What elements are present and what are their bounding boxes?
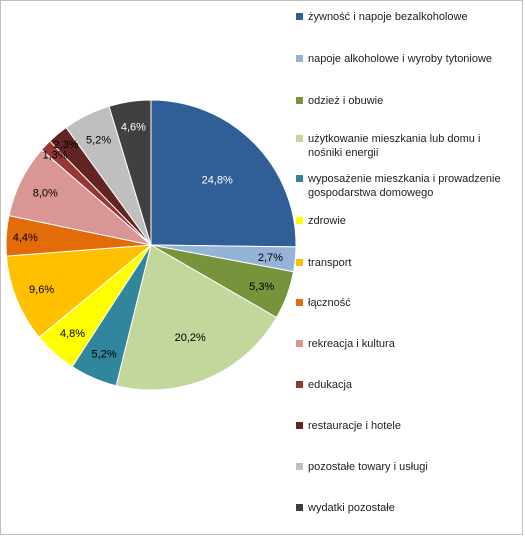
legend-item-4: użytkowanie mieszkania lub domu i nośniki… (296, 132, 522, 160)
legend-swatch (296, 55, 303, 62)
data-label-11: 2,3% (53, 139, 78, 151)
data-label-12: 5,2% (86, 134, 111, 146)
legend-item-8: łączność (296, 296, 522, 310)
data-label-10: 1,3% (42, 149, 67, 161)
legend-swatch (296, 135, 303, 142)
pie-slice-13 (108, 99, 152, 246)
legend-swatch (296, 463, 303, 470)
legend-label: transport (308, 257, 352, 269)
legend-item-10: edukacja (296, 378, 522, 392)
legend-label: łączność (308, 297, 351, 309)
legend-label: zdrowie (308, 215, 346, 227)
legend-item-11: restauracje i hotele (296, 419, 522, 433)
legend-swatch (296, 97, 303, 104)
legend-label: odzież i obuwie (308, 95, 384, 107)
legend-swatch (296, 259, 303, 266)
legend-swatch (296, 175, 303, 182)
legend-item-3: odzież i obuwie (296, 94, 522, 108)
legend-swatch (296, 299, 303, 306)
legend-swatch (296, 217, 303, 224)
legend-label: użytkowanie mieszkania lub domu i (308, 133, 481, 145)
legend-item-6: zdrowie (296, 214, 522, 228)
legend-item-13: wydatki pozostałe (296, 501, 522, 515)
legend-swatch (296, 381, 303, 388)
legend-swatch (296, 13, 303, 20)
legend-item-12: pozostałe towary i usługi (296, 460, 522, 474)
pie-slices (5, 99, 297, 391)
pie-slice-7 (5, 244, 153, 338)
legend-label: edukacja (308, 379, 353, 391)
legend-label: pozostałe towary i usługi (308, 461, 428, 473)
data-label-2: 2,7% (258, 252, 283, 264)
data-label-4: 20,2% (175, 332, 206, 344)
legend-swatch (296, 340, 303, 347)
legend-item-2: napoje alkoholowe i wyroby tytoniowe (296, 52, 522, 66)
data-label-9: 8,0% (33, 188, 58, 200)
legend-swatch (296, 504, 303, 511)
pie-data-labels: 24,8% 2,7% 5,3% 20,2% 5,2% 4,8% 9,6% 4,4% 8,0% 1,… (13, 121, 283, 360)
data-label-13: 4,6% (121, 121, 146, 133)
legend-label: żywność i napoje bezalkoholowe (308, 11, 468, 23)
legend-label: wyposażenie mieszkania i prowadzenie (308, 173, 501, 185)
pie-slice-1 (150, 99, 297, 248)
legend-label: restauracje i hotele (308, 420, 401, 432)
legend-swatch (296, 422, 303, 429)
legend-label: gospodarstwa domowego (308, 187, 434, 199)
data-label-6: 4,8% (60, 328, 85, 340)
legend-label: rekreacja i kultura (308, 338, 395, 350)
legend-item-9: rekreacja i kultura (296, 337, 522, 351)
pie-slice-4 (115, 244, 278, 391)
legend-label: nośniki energii (308, 147, 379, 159)
data-label-8: 4,4% (13, 232, 38, 244)
data-label-3: 5,3% (249, 281, 274, 293)
data-label-5: 5,2% (92, 348, 117, 360)
legend-item-1: żywność i napoje bezalkoholowe (296, 10, 522, 24)
legend-item-7: transport (296, 256, 522, 270)
data-label-1: 24,8% (202, 175, 233, 187)
legend-item-5: wyposażenie mieszkania i prowadzenie gosp… (296, 172, 522, 200)
data-label-7: 9,6% (29, 284, 54, 296)
legend-label: napoje alkoholowe i wyroby tytoniowe (308, 53, 493, 65)
legend-label: wydatki pozostałe (308, 502, 395, 514)
